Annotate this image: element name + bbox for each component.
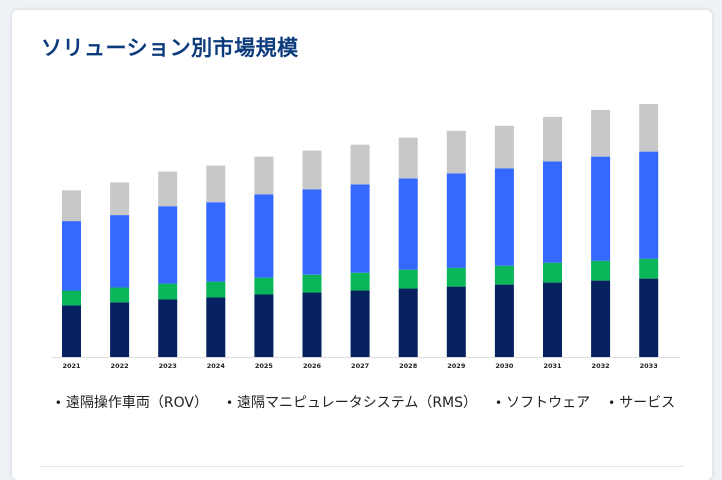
bar-2032-series-1	[591, 260, 611, 281]
bar-2024-series-1	[206, 281, 226, 298]
chart-legend: • 遠隔操作車両（ROV） • 遠隔マニピュレータシステム（RMS） • ソフトウェア…	[40, 388, 690, 418]
bar-2021-series-3	[62, 190, 81, 222]
legend-item-rov[interactable]: • 遠隔操作車両（ROV）	[55, 388, 208, 418]
bar-2031-series-1	[543, 262, 562, 283]
bar-2022-series-3	[110, 182, 130, 216]
bar-2025-series-0	[254, 294, 274, 357]
bar-2023-series-2	[158, 206, 178, 284]
bar-2021-series-0	[62, 305, 81, 357]
bar-2022-series-2	[110, 215, 130, 288]
bar-2027-series-3	[350, 144, 370, 185]
x-tick-label-2022: 2022	[111, 362, 129, 370]
bar-2025-series-2	[254, 194, 274, 278]
legend-label-rov: 遠隔操作車両（ROV）	[65, 395, 208, 411]
bar-2028-series-0	[398, 288, 418, 357]
bar-2031-series-3	[543, 116, 562, 162]
bar-2032-series-2	[591, 156, 611, 261]
bar-2025-series-1	[254, 277, 274, 295]
bar-2022-series-1	[110, 287, 130, 303]
bar-2022-series-0	[110, 302, 130, 357]
chart-card: ソリューション別市場規模 2021 2022 2023 2024 2025 2026 202…	[12, 10, 712, 480]
bar-2027-series-2	[350, 184, 370, 273]
bar-2029-series-0	[446, 286, 466, 357]
bar-2027-series-1	[350, 272, 370, 291]
divider	[40, 466, 684, 467]
x-tick-label-2025: 2025	[255, 362, 274, 370]
x-tick-label-2023: 2023	[159, 362, 177, 370]
x-tick-label-2021: 2021	[62, 362, 81, 370]
bar-2028-series-2	[398, 178, 418, 270]
x-tick-label-2029: 2029	[447, 362, 466, 370]
x-tick-label-2026: 2026	[303, 362, 322, 370]
x-tick-label-2027: 2027	[351, 362, 369, 370]
stacked-bar-chart: 2021 2022 2023 2024 2025 2026 2027 2028 2029 2030…	[52, 104, 680, 370]
legend-item-service[interactable]: • サービス	[608, 388, 675, 418]
bar-2029-series-2	[446, 173, 466, 268]
x-tick-label-2031: 2031	[543, 362, 562, 370]
bar-2025-series-3	[254, 156, 274, 195]
x-tick-label-2033: 2033	[640, 362, 658, 370]
bar-2033-series-3	[639, 104, 659, 152]
bar-2023-series-1	[158, 283, 178, 300]
legend-bullet-icon: •	[608, 396, 616, 410]
bar-2024-series-3	[206, 165, 226, 203]
bar-2026-series-2	[302, 189, 322, 275]
bar-2033-series-0	[639, 278, 659, 357]
x-tick-label-2028: 2028	[399, 362, 418, 370]
legend-item-rms[interactable]: • 遠隔マニピュレータシステム（RMS）	[226, 388, 477, 418]
bar-2030-series-0	[494, 284, 514, 357]
x-tick-label-2032: 2032	[592, 362, 610, 370]
bar-2030-series-1	[494, 265, 514, 285]
bar-2024-series-0	[206, 297, 226, 357]
legend-item-software[interactable]: • ソフトウェア	[495, 388, 590, 418]
bar-2029-series-3	[446, 130, 466, 174]
bar-2026-series-3	[302, 150, 322, 190]
bar-2021-series-1	[62, 290, 81, 306]
legend-bullet-icon: •	[54, 396, 62, 410]
bar-2032-series-0	[591, 280, 611, 357]
bar-2030-series-2	[494, 168, 514, 266]
legend-label-service: サービス	[619, 395, 676, 411]
legend-bullet-icon: •	[225, 396, 234, 410]
bar-2029-series-1	[446, 267, 466, 287]
legend-bullet-icon: •	[495, 396, 503, 410]
bar-2028-series-3	[398, 137, 418, 179]
bar-2028-series-1	[398, 269, 418, 289]
bar-2023-series-3	[158, 171, 178, 207]
x-tick-label-2030: 2030	[495, 362, 514, 370]
bar-2023-series-0	[158, 299, 178, 357]
bar-2027-series-0	[350, 290, 370, 357]
bar-2032-series-3	[591, 110, 611, 157]
x-tick-label-2024: 2024	[207, 362, 226, 370]
bar-2026-series-0	[302, 292, 322, 357]
bar-2031-series-0	[543, 282, 562, 357]
legend-label-software: ソフトウェア	[506, 395, 591, 411]
chart-title: ソリューション別市場規模	[41, 36, 299, 60]
bar-2033-series-2	[639, 151, 659, 259]
bar-2024-series-2	[206, 202, 226, 282]
bar-2033-series-1	[639, 258, 659, 279]
bar-2021-series-2	[62, 221, 81, 291]
legend-label-rms: 遠隔マニピュレータシステム（RMS）	[237, 395, 478, 411]
bar-2031-series-2	[543, 161, 562, 263]
bar-2026-series-1	[302, 274, 322, 293]
bar-2030-series-3	[494, 125, 514, 169]
